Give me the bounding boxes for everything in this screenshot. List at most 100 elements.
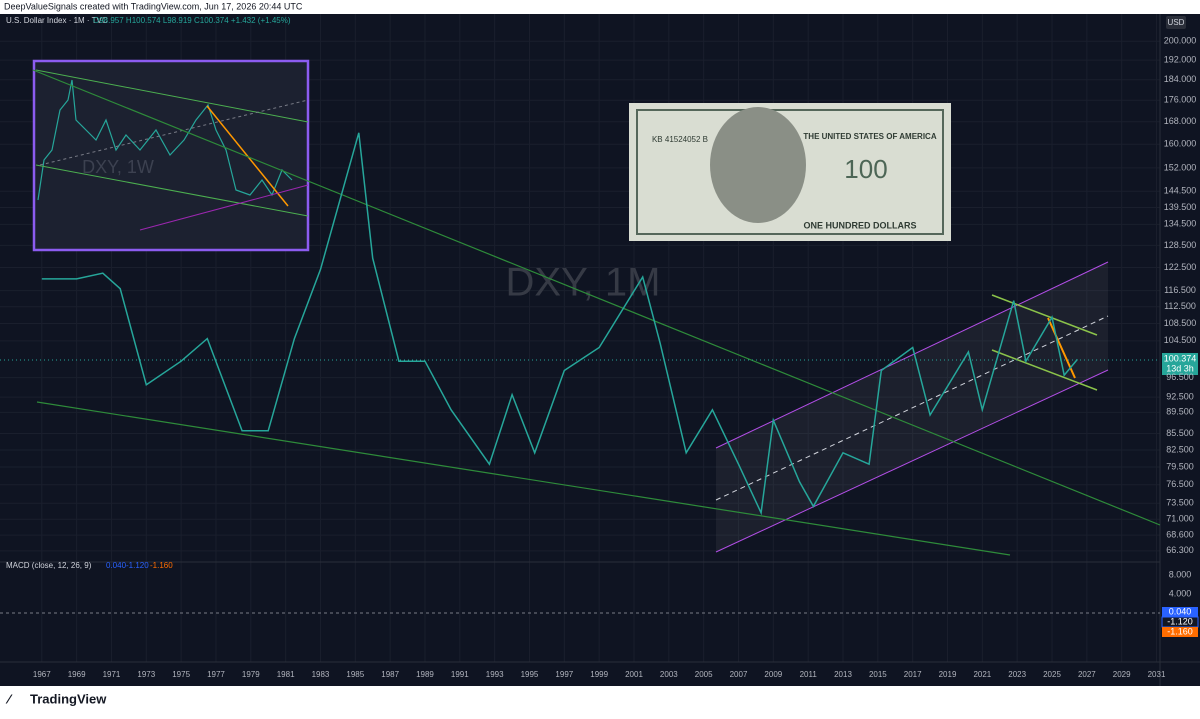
inset-trendline [35,69,309,123]
banknote-border [636,109,944,235]
x-tick-label: 1977 [207,670,225,679]
x-tick-label: 2017 [904,670,922,679]
macd-badge [1162,607,1198,617]
x-tick-label: 1981 [277,670,295,679]
y-tick-label: 79.500 [1166,461,1194,471]
x-tick-label: 2029 [1113,670,1131,679]
y-tick-label: 144.500 [1164,186,1197,196]
x-tick-label: 1975 [172,670,190,679]
x-tick-label: 1999 [590,670,608,679]
trendline [991,294,1098,336]
channel-fill [716,262,1108,552]
x-tick-label: 2025 [1043,670,1061,679]
watermark: DXY, 1M [506,261,661,305]
x-tick-label: 2015 [869,670,887,679]
countdown: 13d 3h [1166,363,1194,373]
price-label-box [1162,353,1198,375]
macd-title: MACD (close, 12, 26, 9) [6,561,92,570]
x-tick-label: 2027 [1078,670,1096,679]
y-tick-label: 134.500 [1164,219,1197,229]
x-tick-label: 2021 [973,670,991,679]
footer-logo: TradingView [30,691,107,706]
macd-readout: 0.040 [106,561,127,570]
x-tick-label: 1971 [103,670,121,679]
x-tick-label: 2003 [660,670,678,679]
x-tick-label: 2009 [764,670,782,679]
x-tick-label: 1979 [242,670,260,679]
y-tick-label: 122.500 [1164,262,1197,272]
y-tick-label: 66.300 [1166,545,1194,555]
channel-upper [715,261,1109,449]
x-tick-label: 2007 [730,670,748,679]
y-tick-label: 152.000 [1164,162,1197,172]
x-tick-label: 1993 [486,670,504,679]
y-tick-label: 200.000 [1164,36,1197,46]
x-tick-label: 2019 [939,670,957,679]
y-tick-label: 68.600 [1166,529,1194,539]
inset-trendline [35,164,309,217]
macd-tick: 8.000 [1169,569,1192,579]
x-tick-label: 2005 [695,670,713,679]
y-tick-label: 160.000 [1164,139,1197,149]
y-tick-label: 76.500 [1166,479,1194,489]
currency-label[interactable]: USD [1168,18,1185,27]
y-tick-label: 96.500 [1166,372,1194,382]
x-tick-label: 2001 [625,670,643,679]
price-line-series [41,132,1078,516]
macd-badge-label: -1.120 [1167,616,1193,626]
y-tick-label: 168.000 [1164,116,1197,126]
banknote-portrait [710,107,806,223]
x-tick-label: 1967 [33,670,51,679]
inset-price [37,79,293,201]
y-tick-label: 92.500 [1166,392,1194,402]
y-tick-label: 71.000 [1166,514,1194,524]
banknote-serial: KB 41524052 B [652,135,708,144]
trendline [36,401,1011,556]
x-tick-label: 1991 [451,670,469,679]
inset-frame [32,59,310,252]
x-tick-label: 2013 [834,670,852,679]
header-bar [0,0,1200,14]
x-tick-label: 1995 [521,670,539,679]
trendline [991,349,1098,391]
macd-badge [1162,627,1198,637]
y-tick-label: 85.500 [1166,428,1194,438]
footer-bar [0,686,1200,714]
macd-badge-label: 0.040 [1169,606,1192,616]
y-tick-label: 108.500 [1164,318,1197,328]
ohlc: O98.957 H100.574 L98.919 C100.374 +1.432… [93,16,291,25]
channel-lower [715,369,1109,553]
x-tick-label: 2031 [1148,670,1166,679]
macd-tick: 4.000 [1169,588,1192,598]
channel-midline [715,315,1109,501]
y-tick-label: 116.500 [1164,285,1196,295]
inset-watermark: DXY, 1W [82,157,154,177]
banknote-denomination: ONE HUNDRED DOLLARS [803,220,916,230]
footer-logo-mark: ⁄ [5,691,13,706]
y-tick-label: 82.500 [1166,444,1194,454]
y-tick-label: 89.500 [1166,407,1194,417]
y-tick-label: 184.000 [1164,74,1197,84]
banknote-country: THE UNITED STATES OF AMERICA [803,132,936,141]
y-tick-label: 73.500 [1166,498,1194,508]
y-tick-label: 112.500 [1164,301,1196,311]
currency-button[interactable] [1166,16,1186,29]
macd-readout: -1.160 [150,561,173,570]
x-tick-label: 2011 [800,670,818,679]
inset-channel [139,184,309,231]
x-tick-label: 1989 [416,670,434,679]
price-label: 100.374 [1164,353,1197,363]
x-tick-label: 1997 [555,670,573,679]
inset-midline [39,99,309,166]
x-tick-label: 1987 [381,670,399,679]
y-tick-label: 128.500 [1164,240,1197,250]
x-tick-label: 1985 [346,670,364,679]
credit: DeepValueSignals created with TradingVie… [4,1,303,11]
y-tick-label: 139.500 [1164,202,1197,212]
macd-readout: -1.120 [126,561,149,570]
banknote-number: 100 [844,154,887,184]
x-tick-label: 2023 [1008,670,1026,679]
x-tick-label: 1973 [137,670,155,679]
macd-badge-label: -1.160 [1167,626,1193,636]
